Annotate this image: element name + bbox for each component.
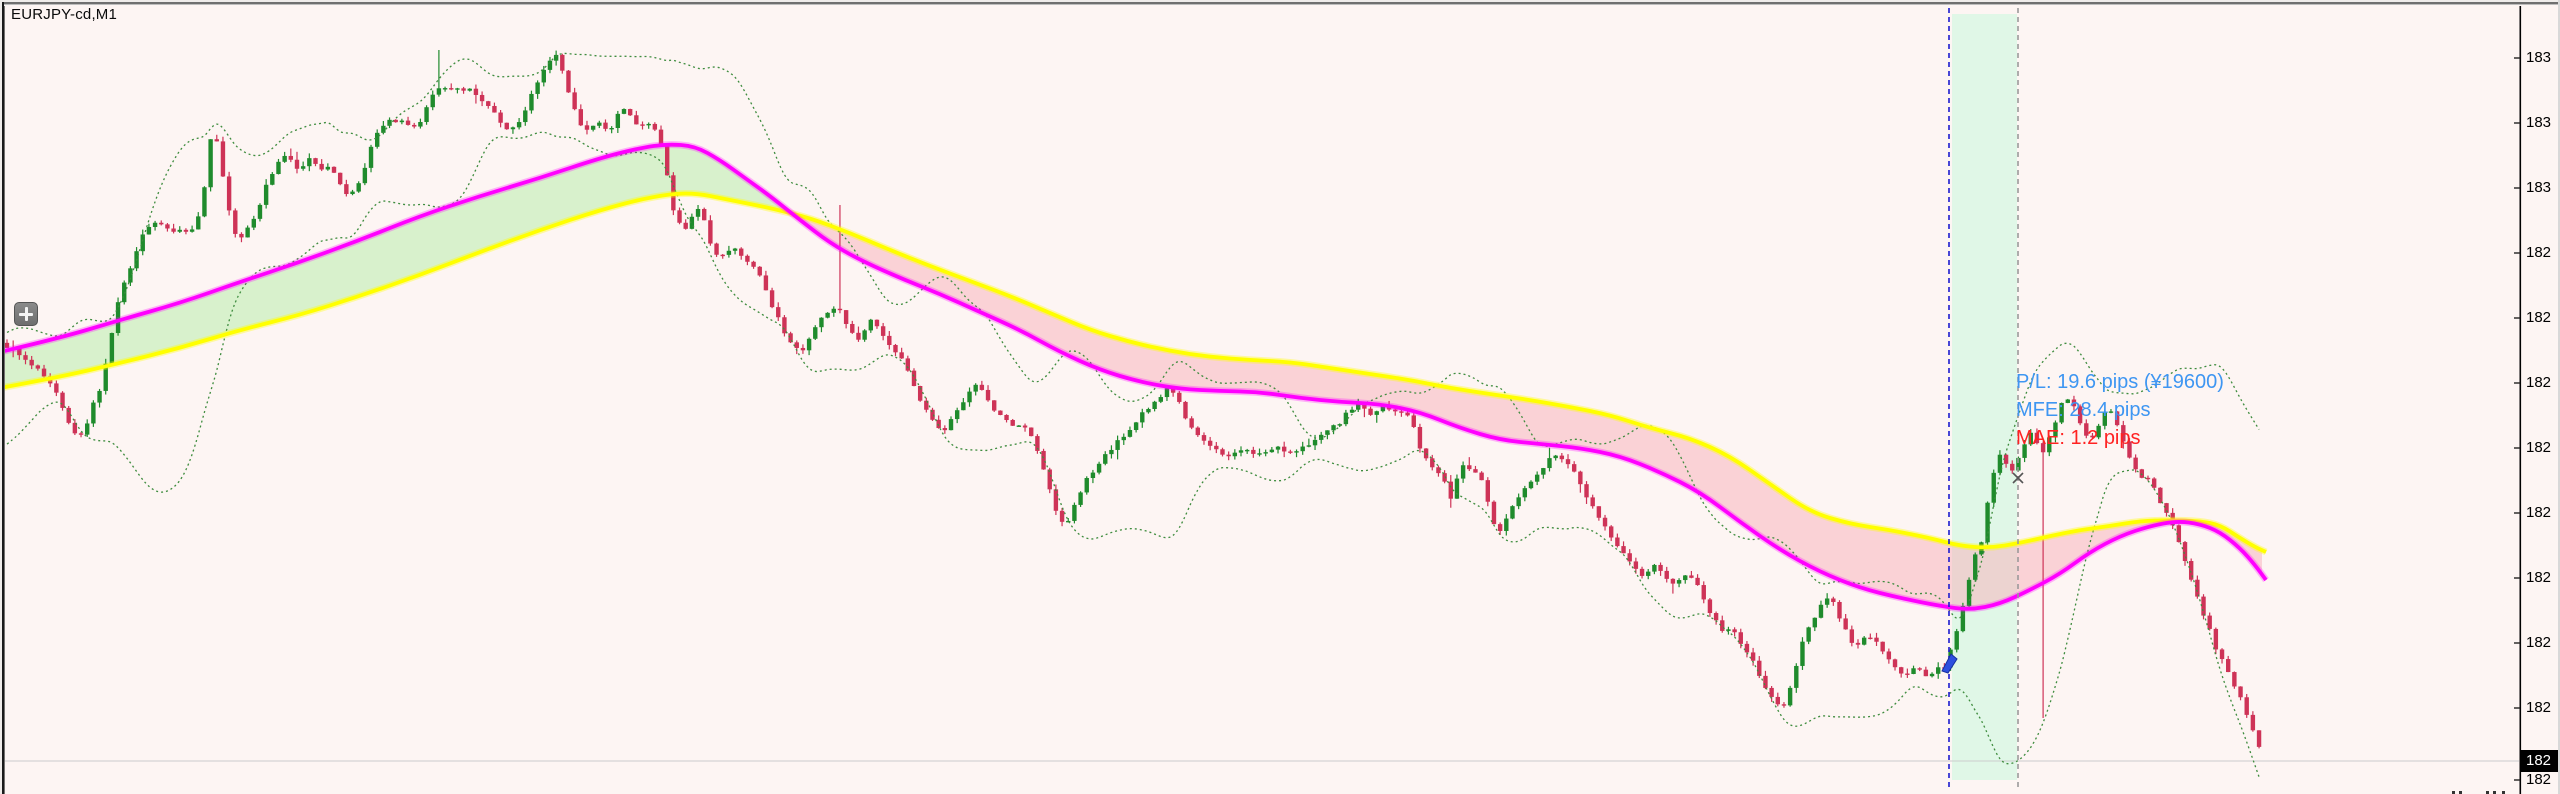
window-border — [0, 4, 2560, 5]
price-axis-label: 182 — [2526, 699, 2552, 716]
price-axis-line — [2519, 6, 2522, 794]
bollinger-band-line — [6, 131, 2260, 778]
price-axis-label: 182 — [2526, 439, 2552, 456]
window-border — [2, 2, 4, 794]
ma-fast-line — [5, 142, 2268, 611]
chart-title: EURJPY-cd,M1 — [11, 6, 118, 23]
price-axis-label: 182 — [2526, 504, 2552, 521]
crosshair-plus-button[interactable] — [14, 302, 38, 326]
price-axis-label: 183 — [2526, 179, 2552, 196]
clipped-time-label — [2452, 791, 2505, 794]
price-axis-label: 182 — [2526, 244, 2552, 261]
ma-fill-bear — [792, 213, 2262, 610]
ma-fill-bull — [5, 144, 792, 388]
window-border — [0, 0, 2, 794]
window-border — [0, 0, 2560, 2]
plus-icon — [25, 307, 28, 321]
buy-entry-arrow-icon — [1941, 653, 1958, 674]
trade-mfe-label: MFE: 28.4 pips — [2016, 399, 2151, 421]
price-axis-label: 183 — [2526, 49, 2552, 66]
trade-mae-label: MAE: 1.2 pips — [2016, 427, 2141, 449]
trade-duration-band — [1952, 14, 2017, 780]
trade-pl-label: P/L: 19.6 pips (¥19600) — [2016, 371, 2224, 393]
window-border — [0, 2, 2560, 4]
current-price-label: 182 — [2521, 750, 2560, 772]
window-border — [2558, 0, 2560, 794]
price-axis-label: 183 — [2526, 114, 2552, 131]
price-axis-label: 182 — [2526, 374, 2552, 391]
exit-x-icon — [2012, 472, 2024, 484]
ma-slow-line — [5, 191, 2267, 554]
price-axis-label: 182 — [2526, 634, 2552, 651]
price-axis-label: 182 — [2526, 771, 2552, 788]
candlestick-series — [5, 50, 2262, 749]
trade-annotation: P/L: 19.6 pips (¥19600) MFE: 28.4 pips M… — [2016, 368, 2224, 452]
price-axis-label: 182 — [2526, 569, 2552, 586]
price-axis-label: 182 — [2526, 309, 2552, 326]
